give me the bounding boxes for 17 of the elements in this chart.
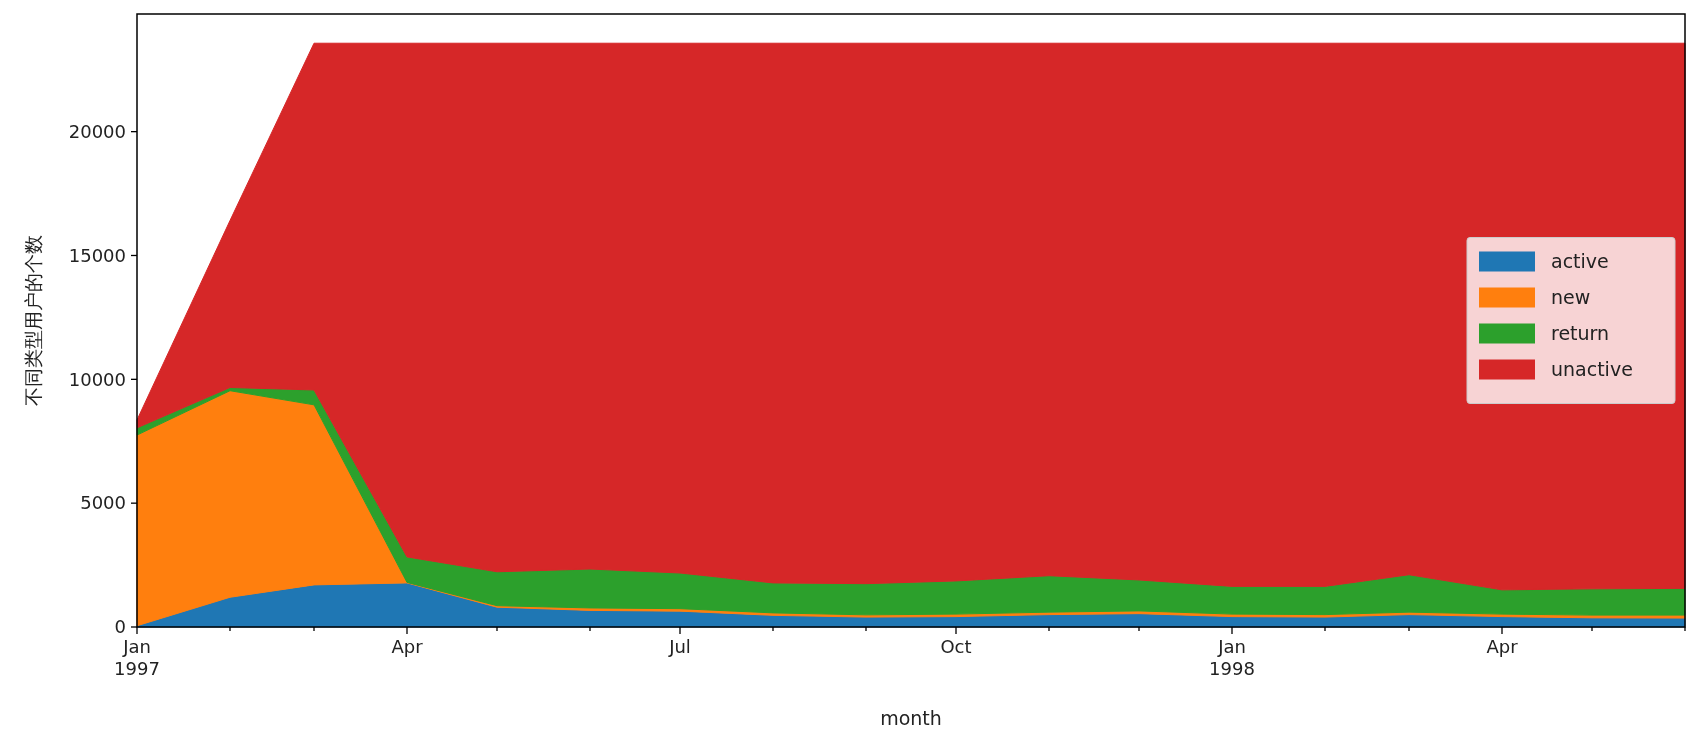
x-tick-label: Jul bbox=[668, 636, 691, 657]
legend-label: unactive bbox=[1551, 358, 1633, 381]
legend-label: new bbox=[1551, 286, 1591, 309]
legend-label: active bbox=[1551, 250, 1609, 273]
x-tick-label: Jan 1998 bbox=[1209, 636, 1255, 679]
y-tick-label: 15000 bbox=[68, 244, 126, 266]
x-tick-label: Apr bbox=[1486, 636, 1519, 657]
y-tick-label: 5000 bbox=[80, 492, 126, 514]
y-axis-title: 不同类型用户的个数 bbox=[22, 235, 44, 406]
y-tick-label: 20000 bbox=[68, 120, 126, 142]
x-tick-label: Jan 1997 bbox=[114, 636, 160, 679]
x-tick-label: Apr bbox=[391, 636, 424, 657]
y-tick-label: 10000 bbox=[68, 368, 126, 390]
x-tick-label: Oct bbox=[940, 636, 972, 657]
legend-label: return bbox=[1551, 322, 1610, 345]
x-axis-title: month bbox=[880, 707, 942, 729]
y-tick-label: 0 bbox=[114, 616, 126, 638]
